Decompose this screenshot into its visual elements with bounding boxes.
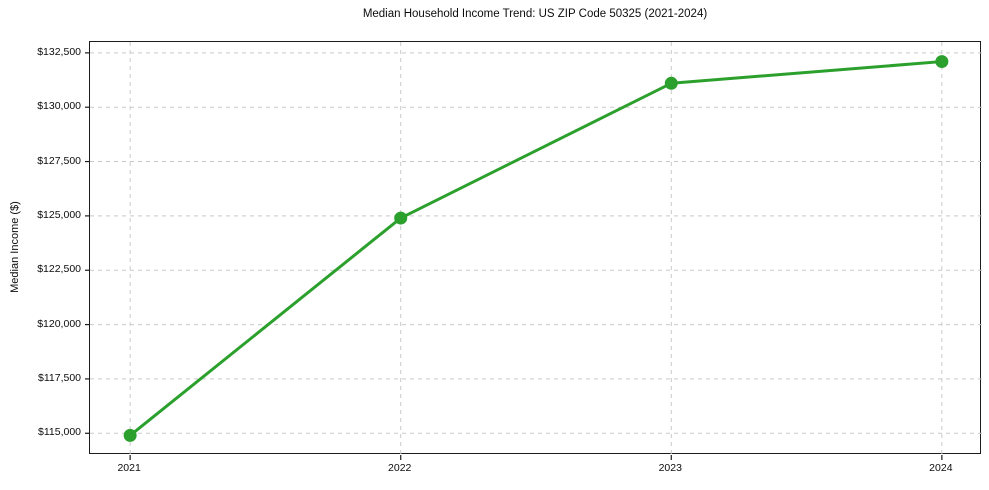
y-tick-label: $117,500 [37,371,81,384]
x-tick-label: 2022 [388,462,412,474]
chart-title: Median Household Income Trend: US ZIP Co… [362,8,708,20]
data-point-2021 [123,428,137,442]
y-tick-label: $122,500 [37,263,81,276]
data-point-2023 [664,76,678,90]
data-point-2022 [394,211,408,225]
y-tick-label: $120,000 [37,317,81,330]
y-tick-label: $125,000 [37,208,81,221]
y-tick-label: $130,000 [37,100,81,113]
data-point-2024 [935,55,949,69]
x-tick-label: 2023 [658,462,682,474]
x-tick-label: 2021 [117,462,141,474]
y-tick-label: $127,500 [37,154,81,167]
line-plot [85,42,982,460]
trend-line [128,60,944,437]
y-tick-label: $132,500 [37,45,81,58]
y-tick-label: $115,000 [37,426,81,439]
plot-area [85,41,982,460]
x-tick-label: 2024 [929,462,953,474]
